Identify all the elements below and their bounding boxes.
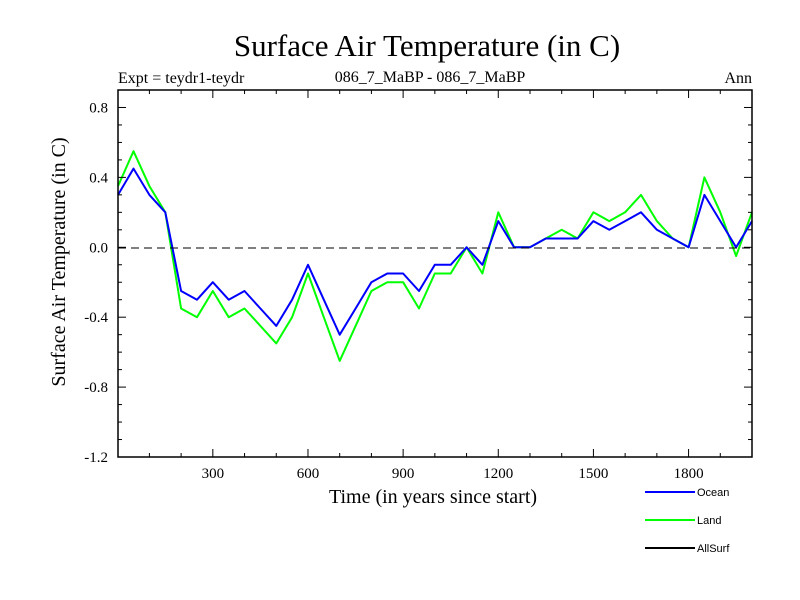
x-tick-label: 600: [297, 466, 320, 482]
chart-subtitle-left: Expt = teydr1-teydr: [118, 70, 245, 87]
y-tick-label: -0.4: [84, 310, 108, 326]
x-tick-label: 1200: [483, 466, 513, 482]
y-tick-label: 0.8: [89, 100, 108, 116]
x-tick-label: 1800: [674, 466, 704, 482]
x-tick-label: 1500: [578, 466, 608, 482]
chart-title: Surface Air Temperature (in C): [234, 28, 620, 63]
y-tick-label: 0.4: [89, 170, 108, 186]
ticks-layer: 300 600 900 1200 1500 1800 -1.2 -0.8 -0.4 0.0 0.4 0…: [84, 89, 752, 482]
chart-subtitle-right: Ann: [724, 70, 752, 87]
x-tick-label: 300: [202, 466, 225, 482]
legend-label-ocean: Ocean: [697, 487, 729, 499]
series-layer: [117, 150, 753, 362]
x-axis-label: Time (in years since start): [329, 486, 537, 508]
x-tick-label: 900: [392, 466, 415, 482]
legend-label-allsurf: AllSurf: [697, 543, 730, 555]
y-tick-label: 0.0: [89, 240, 108, 256]
legend-label-land: Land: [697, 515, 721, 527]
chart-subtitle-center: 086_7_MaBP - 086_7_MaBP: [335, 69, 526, 86]
y-axis-label: Surface Air Temperature (in C): [48, 137, 70, 386]
series-line-land: [117, 150, 753, 362]
legend: Ocean Land AllSurf: [645, 487, 730, 555]
y-tick-label: -0.8: [84, 380, 108, 396]
y-tick-label: -1.2: [84, 450, 108, 466]
series-line-ocean: [117, 167, 753, 336]
